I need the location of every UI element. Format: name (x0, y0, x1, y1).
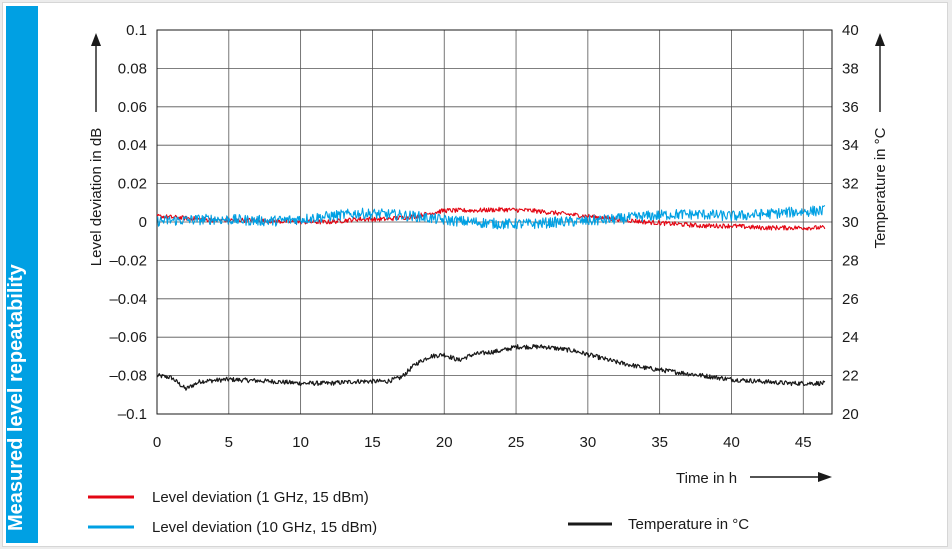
y-tick-label: –0.06 (109, 329, 147, 346)
series-line-temperature (157, 344, 826, 391)
y-tick-label: 0.02 (118, 176, 147, 193)
sidebar-band: Measured level repeatability (5, 6, 38, 543)
y-tick-label: –0.02 (109, 252, 147, 269)
y-tick-label: 0.06 (118, 99, 147, 116)
series-line-1ghz (157, 206, 826, 231)
y2-axis-label: Temperature in °C (872, 127, 889, 248)
y-tick-label: 0.04 (118, 137, 147, 154)
y-tick-label: –0.1 (118, 406, 147, 423)
y2-tick-label: 34 (842, 137, 859, 154)
y-tick-label: –0.08 (109, 368, 147, 385)
plot-border (156, 29, 833, 415)
x-tick-label: 15 (364, 434, 381, 451)
x-tick-label: 5 (225, 434, 233, 451)
y2-tick-label: 22 (842, 368, 859, 385)
y-tick-label: 0.08 (118, 60, 147, 77)
series-line-10ghz (157, 205, 826, 230)
x-tick-label: 0 (153, 434, 161, 451)
y2-axis-arrow-head (875, 33, 885, 46)
legend-label-10ghz: Level deviation (10 GHz, 15 dBm) (152, 519, 377, 536)
x-tick-label: 30 (580, 434, 597, 451)
x-axis-arrow-head (818, 472, 832, 482)
tick-labels: 0 5 10 15 20 25 30 35 40 45 0.1 0.08 0.06 0.04 0.02 0 –0… (109, 22, 858, 451)
y2-tick-label: 26 (842, 291, 859, 308)
legend-label-temperature: Temperature in °C (628, 516, 749, 533)
y-axis-label: Level deviation in dB (88, 128, 105, 266)
x-tick-label: 10 (292, 434, 309, 451)
series-group (157, 205, 826, 391)
x-tick-label: 25 (508, 434, 525, 451)
legend: Level deviation (1 GHz, 15 dBm) Level de… (88, 489, 749, 536)
x-tick-label: 35 (651, 434, 668, 451)
y2-tick-label: 30 (842, 214, 859, 231)
y2-tick-label: 32 (842, 176, 859, 193)
y2-tick-label: 24 (842, 329, 859, 346)
y-tick-label: –0.04 (109, 291, 147, 308)
y-tick-label: 0.1 (126, 22, 147, 39)
x-axis-label: Time in h (676, 470, 737, 487)
y-axis-arrow-head (91, 33, 101, 46)
y2-tick-label: 36 (842, 99, 859, 116)
legend-label-1ghz: Level deviation (1 GHz, 15 dBm) (152, 489, 369, 506)
y-tick-label: 0 (139, 214, 147, 231)
x-tick-label: 20 (436, 434, 453, 451)
x-tick-label: 45 (795, 434, 812, 451)
y2-tick-label: 40 (842, 22, 859, 39)
x-tick-label: 40 (723, 434, 740, 451)
y2-tick-label: 38 (842, 60, 859, 77)
y2-tick-label: 28 (842, 252, 859, 269)
y2-tick-label: 20 (842, 406, 859, 423)
